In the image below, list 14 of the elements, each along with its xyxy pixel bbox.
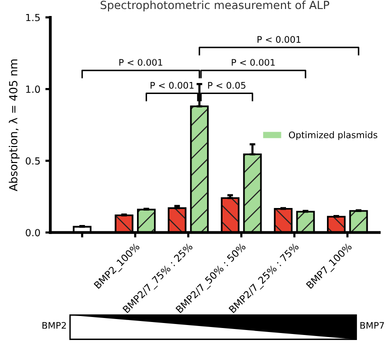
y-tick-label: 1.5 — [26, 14, 40, 22]
y-tick-label: 1.0 — [26, 86, 40, 93]
annotation: P < 0.05 — [208, 82, 246, 89]
y-tick-label: 0.0 — [26, 228, 40, 236]
text: BMP2 — [42, 322, 66, 329]
text: BMP7 — [360, 322, 384, 329]
annotation: P < 0.001 — [119, 58, 162, 66]
chart-title: Spectrophotometric measurement of ALP — [100, 0, 330, 12]
annotation: P < 0.001 — [150, 82, 194, 89]
legend-label: Optimized plasmids — [288, 131, 378, 140]
y-axis-title: Absorption, λ = 405 nm — [8, 59, 20, 192]
y-tick-label: 0.5 — [26, 157, 40, 165]
annotation: P < 0.001 — [258, 36, 300, 43]
annotation: P < 0.001 — [232, 58, 275, 66]
